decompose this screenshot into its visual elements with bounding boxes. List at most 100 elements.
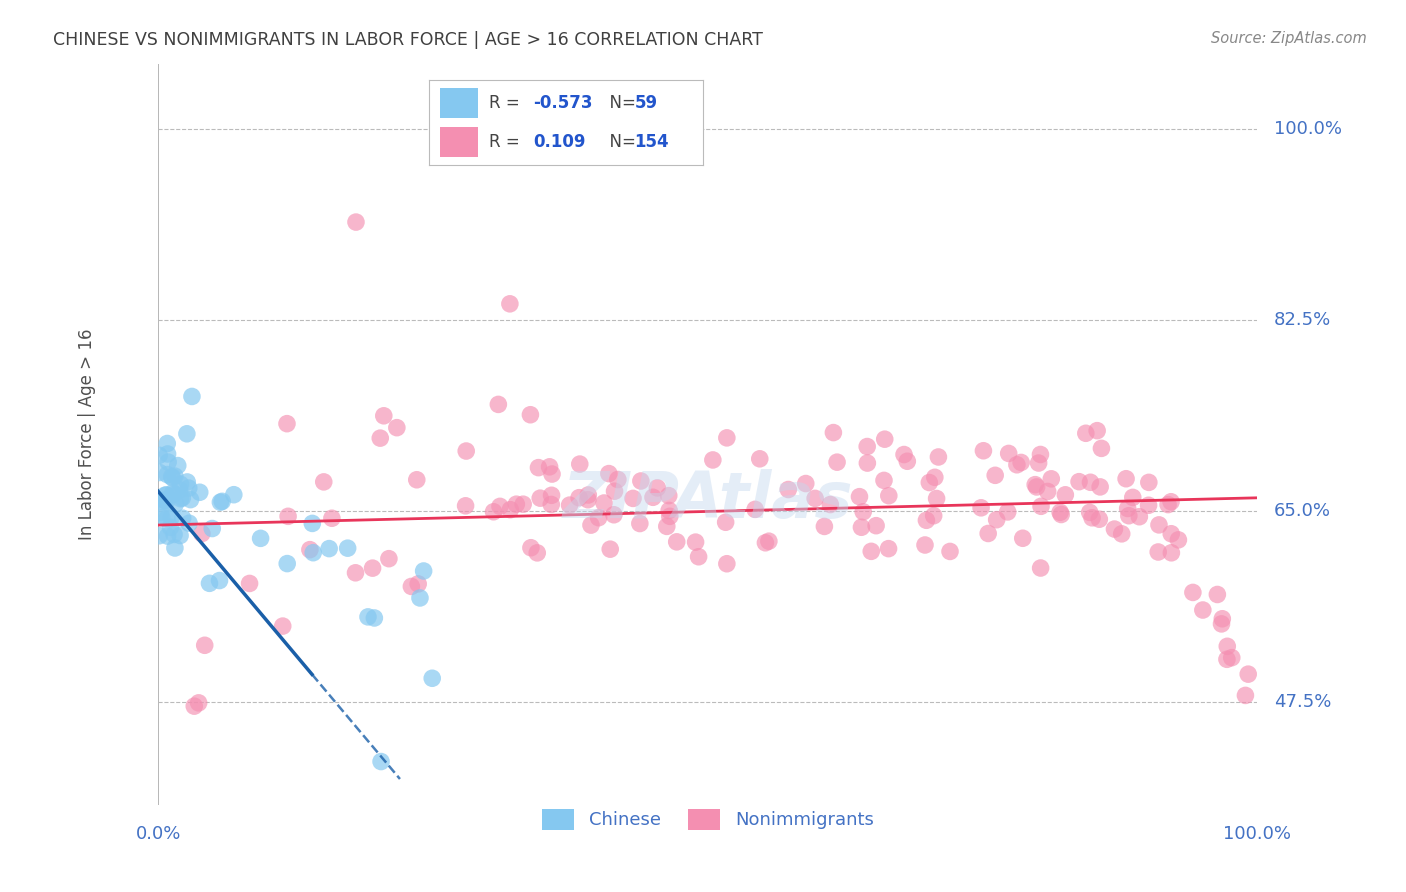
Point [1081,510,1104,524]
Point [357,610,380,624]
Point [1160,494,1182,508]
Point [176,426,198,441]
Point [187,696,209,710]
Point [276,557,298,571]
Point [1090,442,1112,456]
Text: CHINESE VS NONIMMIGRANTS IN LABOR FORCE | AGE > 16 CORRELATION CHART: CHINESE VS NONIMMIGRANTS IN LABOR FORCE … [53,31,763,49]
Point [716,557,738,571]
Point [162,470,184,484]
Point [1111,526,1133,541]
Point [1147,517,1170,532]
Point [181,389,204,403]
Point [860,544,883,558]
Point [499,297,522,311]
Point [1160,526,1182,541]
Point [1237,667,1260,681]
Text: In Labor Force | Age > 16: In Labor Force | Age > 16 [77,329,96,541]
Text: N=: N= [599,95,641,112]
Point [540,488,562,502]
Point [658,503,681,517]
Point [529,491,551,505]
Point [156,436,179,450]
Point [153,493,176,508]
Point [1088,480,1111,494]
Point [598,467,620,481]
Point [149,505,172,519]
Point [276,417,298,431]
Point [939,544,962,558]
Point [1036,484,1059,499]
Point [1216,652,1239,666]
Point [412,564,434,578]
Point [177,481,200,495]
Point [924,470,946,484]
Point [984,468,1007,483]
Point [1005,458,1028,472]
Text: ZIPAtlas: ZIPAtlas [562,469,853,531]
Point [986,513,1008,527]
Point [1211,612,1233,626]
Point [169,477,191,491]
Point [579,518,602,533]
Point [191,526,214,541]
Point [1078,505,1101,519]
Point [1137,475,1160,490]
Point [655,519,678,533]
Point [1011,531,1033,545]
Point [1211,616,1233,631]
Point [526,546,548,560]
Point [172,511,194,525]
Point [576,488,599,502]
Point [1104,522,1126,536]
Legend: Chinese, Nonimmigrants: Chinese, Nonimmigrants [534,802,882,837]
Point [519,408,541,422]
Point [1054,488,1077,502]
Point [1216,640,1239,654]
Bar [440,88,478,119]
Point [169,528,191,542]
Point [176,475,198,489]
Point [658,509,681,524]
Point [378,551,401,566]
Point [156,511,179,525]
Point [825,455,848,469]
Point [180,492,202,507]
Point [159,520,181,534]
Point [1192,603,1215,617]
Point [647,481,669,495]
Point [877,541,900,556]
Point [162,485,184,500]
Point [927,450,949,464]
Point [1049,505,1071,519]
Point [603,508,626,522]
Point [1167,533,1189,547]
Point [972,443,994,458]
Point [165,497,187,511]
Point [1147,545,1170,559]
Text: R =: R = [489,95,526,112]
Point [318,541,340,556]
Point [1029,500,1052,514]
Point [301,516,323,531]
Point [1160,546,1182,560]
Point [865,518,887,533]
Point [152,494,174,508]
Point [249,532,271,546]
Point [794,476,817,491]
Point [665,534,688,549]
Point [373,409,395,423]
Point [150,510,173,524]
Point [1085,424,1108,438]
Point [538,459,561,474]
Point [1074,426,1097,441]
Point [918,475,941,490]
Text: 100.0%: 100.0% [1223,825,1292,843]
Point [368,431,391,445]
Point [156,467,179,482]
Point [658,489,681,503]
Point [160,510,183,524]
Point [748,451,770,466]
Point [576,492,599,507]
Point [877,489,900,503]
Point [716,431,738,445]
